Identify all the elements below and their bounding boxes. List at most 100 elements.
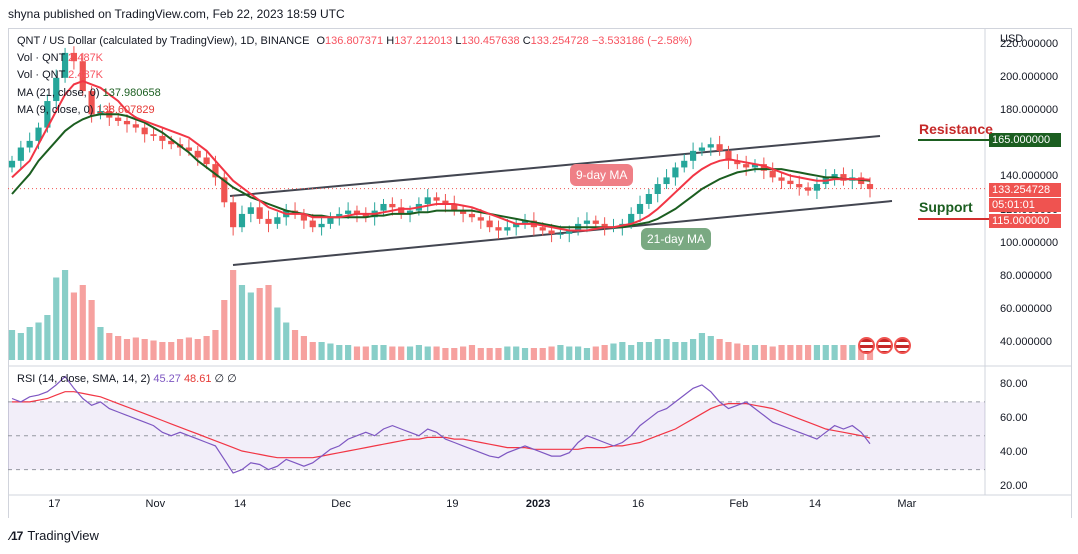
volume-bar: [858, 346, 865, 360]
rsi-label: RSI (14, close, SMA, 14, 2): [17, 373, 151, 385]
candle-body: [70, 52, 78, 62]
volume-bar: [212, 330, 219, 360]
candle-body: [636, 203, 644, 214]
change-value: −3.533186 (−2.58%): [591, 35, 693, 47]
candle-body: [689, 150, 697, 161]
volume-bar: [398, 346, 405, 360]
price-tick-label: 180.000000: [1000, 104, 1059, 116]
rsi-value: 45.27: [153, 373, 181, 385]
volume-bar: [460, 346, 467, 360]
volume-bar: [822, 345, 829, 360]
candle-body: [212, 164, 219, 178]
candle-body: [309, 220, 316, 228]
volume-bar: [159, 342, 166, 360]
tradingview-logo-icon[interactable]: ⁄17: [10, 528, 23, 543]
volume-bar: [849, 345, 856, 360]
legend-vol1: Vol · QNT 2.487K: [17, 51, 103, 65]
volume-bar: [504, 346, 511, 360]
volume-bar: [141, 339, 148, 360]
rsi-sma-line: [12, 391, 871, 459]
volume-bar: [97, 327, 104, 360]
volume-bar: [663, 339, 670, 360]
volume-bar: [645, 342, 652, 360]
volume-bar: [513, 346, 520, 360]
publisher-line: shyna published on TradingView.com, Feb …: [8, 7, 345, 21]
volume-bar: [583, 348, 591, 360]
volume-bar: [866, 346, 874, 360]
economic-events[interactable]: [858, 337, 911, 354]
time-tick-label: 17: [48, 498, 61, 510]
volume-bar: [628, 345, 635, 360]
rsi-tick-label: 60.00: [1000, 411, 1028, 424]
volume-bar: [336, 345, 343, 360]
volume-bar: [61, 270, 69, 360]
candle-body: [513, 223, 520, 228]
candle-body: [831, 174, 838, 178]
candle-body: [8, 160, 16, 168]
candle-body: [141, 127, 148, 135]
candle-body: [362, 213, 369, 218]
us-flag-icon[interactable]: [858, 337, 875, 354]
volume-bar: [230, 270, 237, 360]
high-label: H: [386, 35, 395, 47]
vol2-value: 2.487K: [68, 69, 104, 81]
ma21-line: [11, 113, 871, 229]
candle-body: [645, 194, 652, 204]
volume-bar: [725, 342, 732, 360]
candle-body: [353, 210, 361, 214]
volume-bar: [592, 346, 599, 360]
volume-bar: [539, 348, 546, 360]
candle-body: [787, 180, 794, 185]
resistance-price-tag: 165.000000: [989, 133, 1061, 147]
us-flag-icon[interactable]: [894, 337, 911, 354]
volume-bar: [380, 345, 387, 360]
candle-body: [17, 147, 24, 161]
candle-body: [79, 61, 86, 92]
volume-bar: [681, 342, 688, 360]
volume-bar: [327, 343, 334, 360]
candle-body: [168, 140, 175, 145]
time-tick-label: Dec: [331, 498, 351, 510]
upper-channel-line: [229, 135, 881, 197]
candle-body: [406, 210, 414, 214]
volume-bar: [203, 336, 210, 360]
candle-body: [123, 120, 131, 125]
candle-body: [460, 210, 467, 214]
candle-body: [150, 134, 157, 136]
footer-brand[interactable]: TradingView: [27, 528, 99, 543]
volume-bar: [451, 348, 458, 360]
high-value: 137.212013: [394, 35, 453, 47]
candle-body: [336, 213, 343, 218]
volume-bar: [548, 346, 555, 360]
volume-bar: [26, 327, 33, 360]
candle-body: [716, 144, 723, 151]
volume-bar: [300, 336, 307, 360]
candle-body: [760, 164, 767, 171]
chart-frame: [8, 28, 1072, 518]
candle-body: [132, 124, 139, 128]
volume-bar: [115, 336, 122, 360]
time-tick-label: Nov: [145, 498, 166, 510]
volume-bar: [132, 337, 139, 360]
volume-bar: [424, 346, 431, 360]
footer: ⁄17 TradingView: [10, 528, 99, 543]
volume-bar: [176, 339, 184, 360]
candle-body: [813, 184, 821, 191]
volume-bar: [734, 343, 741, 360]
volume-bar: [575, 346, 582, 360]
candle-body: [725, 150, 732, 161]
last-price-tag: 133.254728: [989, 183, 1061, 197]
volume-bar: [804, 345, 812, 360]
volume-bar: [751, 345, 759, 360]
candle-body: [44, 101, 51, 128]
volume-bar: [778, 345, 785, 360]
candle-body: [53, 77, 60, 102]
volume-bar: [70, 292, 78, 360]
volume-bar: [309, 342, 316, 360]
lower-channel-line: [232, 200, 893, 266]
candle-body: [26, 140, 33, 148]
us-flag-icon[interactable]: [876, 337, 893, 354]
candle-body: [203, 157, 210, 165]
vol1-value: 2.487K: [68, 52, 104, 64]
